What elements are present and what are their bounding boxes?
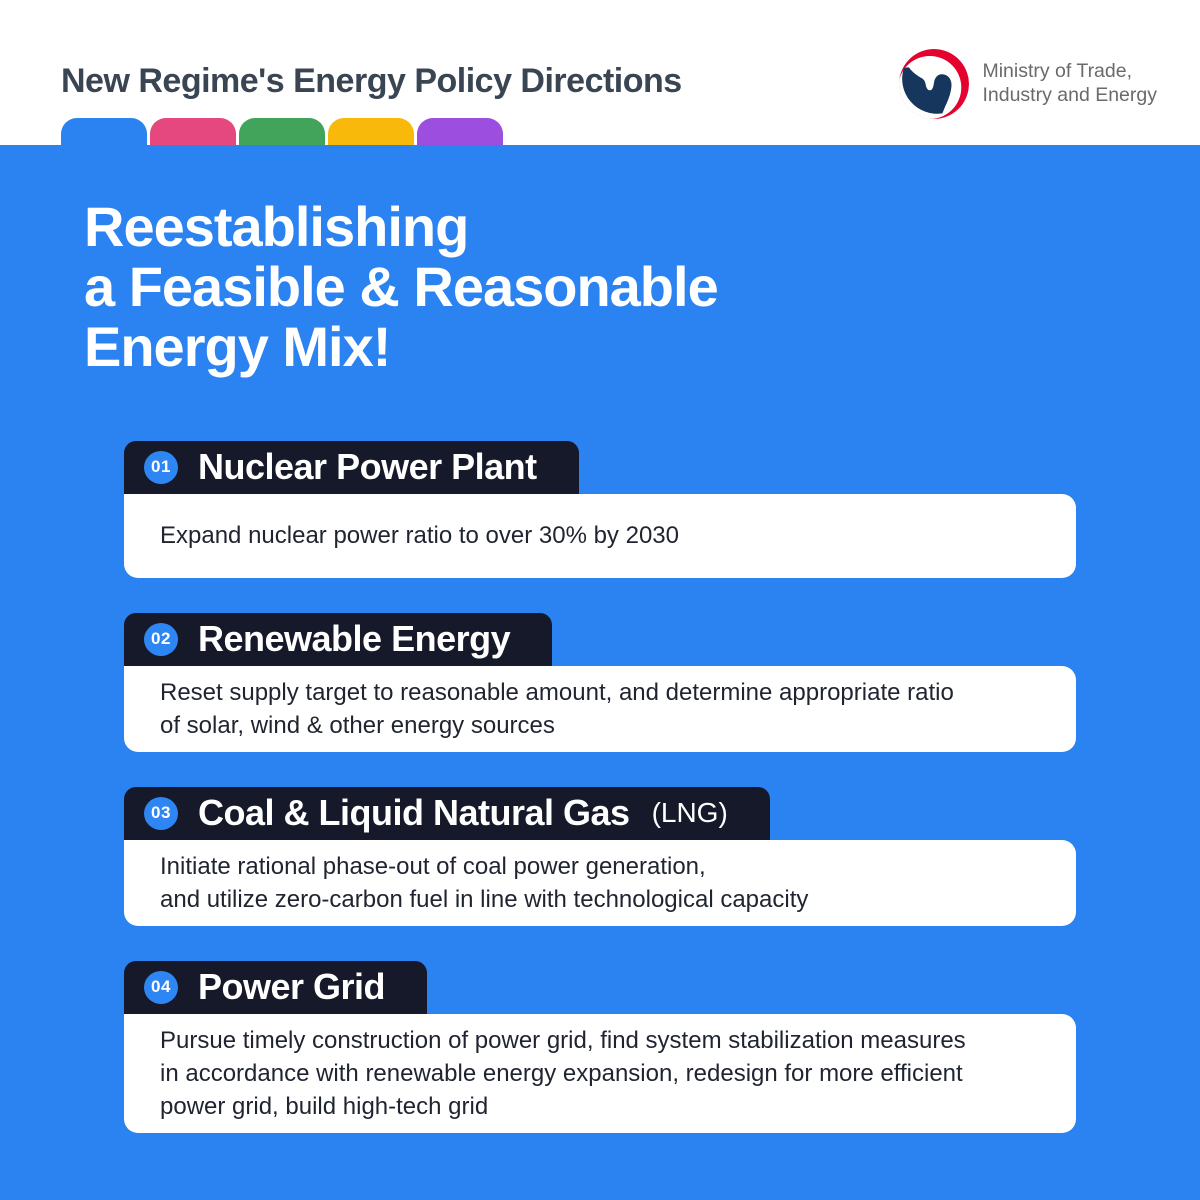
section-header-tab: 01 Nuclear Power Plant xyxy=(124,440,579,494)
category-tab-pink xyxy=(150,118,236,145)
section-number-badge: 04 xyxy=(144,970,178,1004)
section-power-grid: 04 Power Grid Pursue timely construction… xyxy=(124,960,1076,1133)
content-sheet: Reestablishing a Feasible & Reasonable E… xyxy=(0,145,1200,1200)
section-number-badge: 01 xyxy=(144,450,178,484)
section-title: Power Grid xyxy=(198,966,386,1008)
category-tab-blue xyxy=(61,118,147,145)
section-nuclear-power: 01 Nuclear Power Plant Expand nuclear po… xyxy=(124,440,1076,578)
section-header-tab: 03 Coal & Liquid Natural Gas (LNG) xyxy=(124,786,770,840)
section-title: Renewable Energy xyxy=(198,618,511,660)
section-number-badge: 03 xyxy=(144,796,178,830)
section-header-tab: 04 Power Grid xyxy=(124,960,428,1014)
section-header-tab: 02 Renewable Energy xyxy=(124,612,553,666)
ministry-brand: Ministry of Trade, Industry and Energy xyxy=(899,49,1157,119)
section-title: Coal & Liquid Natural Gas xyxy=(198,792,630,834)
section-body-card: Expand nuclear power ratio to over 30% b… xyxy=(124,493,1076,578)
ministry-name: Ministry of Trade, Industry and Energy xyxy=(982,60,1157,108)
section-title-suffix: (LNG) xyxy=(651,797,728,829)
section-body-card: Pursue timely construction of power grid… xyxy=(124,1013,1076,1133)
section-body-card: Initiate rational phase-out of coal powe… xyxy=(124,839,1076,926)
headline: Reestablishing a Feasible & Reasonable E… xyxy=(84,195,719,378)
page-title: New Regime's Energy Policy Directions xyxy=(61,62,682,100)
section-title: Nuclear Power Plant xyxy=(198,446,537,488)
category-tab-purple xyxy=(417,118,503,145)
section-coal-lng: 03 Coal & Liquid Natural Gas (LNG) Initi… xyxy=(124,786,1076,926)
category-tab-yellow xyxy=(328,118,414,145)
category-tab-green xyxy=(239,118,325,145)
section-number-badge: 02 xyxy=(144,622,178,656)
category-tabs xyxy=(61,118,503,145)
policy-sections: 01 Nuclear Power Plant Expand nuclear po… xyxy=(124,440,1076,1133)
section-renewable-energy: 02 Renewable Energy Reset supply target … xyxy=(124,612,1076,752)
top-header: New Regime's Energy Policy Directions Mi… xyxy=(0,0,1200,145)
ministry-name-line1: Ministry of Trade, xyxy=(982,60,1133,83)
ministry-name-line2: Industry and Energy xyxy=(982,84,1157,106)
section-body-card: Reset supply target to reasonable amount… xyxy=(124,665,1076,752)
korea-government-emblem-icon xyxy=(899,49,970,119)
